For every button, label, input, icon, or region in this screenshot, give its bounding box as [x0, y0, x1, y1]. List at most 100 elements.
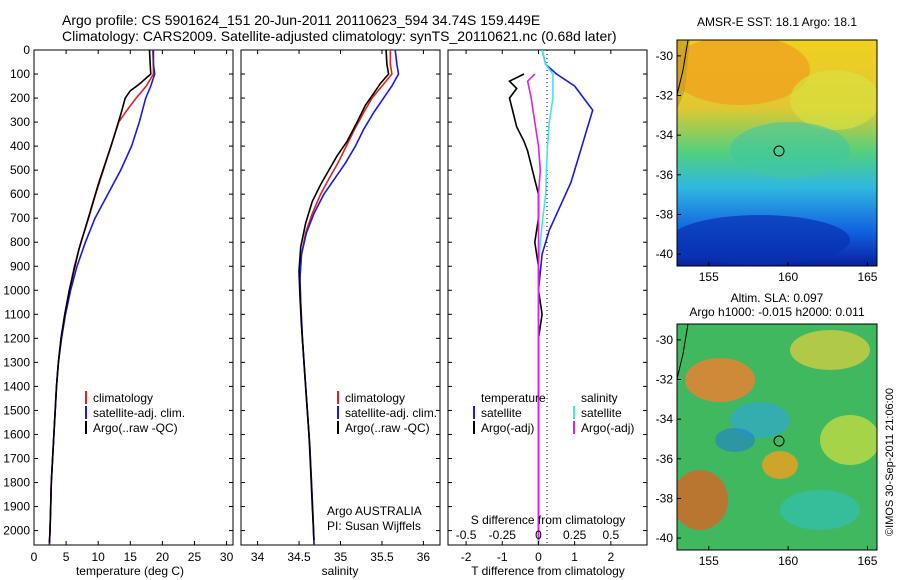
depth-tick-label: 1500 — [3, 403, 30, 417]
depth-tick-label: 800 — [10, 235, 30, 249]
depth-tick-label: 200 — [10, 91, 30, 105]
difference-panel — [447, 49, 648, 546]
legend-t-satellite: satellite — [481, 406, 522, 420]
lat-tick-label: -32 — [656, 373, 674, 387]
temperature-x-axis: 0 5 10 15 20 25 30 — [31, 50, 234, 564]
s-tick-label: -0.5 — [456, 528, 477, 542]
depth-tick-label: 500 — [10, 163, 30, 177]
lon-tick-label: 155 — [699, 554, 719, 568]
depth-tick-label: 1700 — [3, 451, 30, 465]
lat-tick-label: -30 — [656, 49, 674, 63]
lon-tick-label: 160 — [778, 554, 798, 568]
s-tick-label: -0.25 — [489, 528, 517, 542]
x-tick-label: -1 — [497, 550, 508, 564]
series-line-argo-raw-qc- — [298, 50, 390, 541]
temperature-legend: climatology satellite-adj. clim. Argo(..… — [85, 391, 185, 435]
lat-tick-label: -40 — [656, 531, 674, 545]
x-tick-label: 25 — [188, 550, 202, 564]
lat-tick-label: -36 — [656, 168, 674, 182]
depth-tick-label: 1300 — [3, 355, 30, 369]
depth-tick-label: 1000 — [3, 283, 30, 297]
lat-tick-label: -40 — [656, 247, 674, 261]
x-tick-label: 36 — [417, 550, 431, 564]
argo-position-marker — [773, 435, 785, 447]
x-tick-label: 0 — [535, 550, 542, 564]
x-tick-label: 20 — [156, 550, 170, 564]
lat-tick-label: -30 — [656, 333, 674, 347]
lat-tick-label: -34 — [656, 128, 674, 142]
temperature-panel — [33, 49, 234, 546]
x-tick-label: 10 — [92, 550, 106, 564]
x-tick-label: 5 — [63, 550, 70, 564]
legend-climatology: climatology — [93, 391, 153, 405]
legend-climatology: climatology — [345, 391, 405, 405]
x-tick-label: 34 — [251, 550, 265, 564]
legend-s-satellite: satellite — [581, 406, 622, 420]
lon-tick-label: 165 — [857, 270, 877, 284]
x-tick-label: 35 — [334, 550, 348, 564]
x-tick-label: 0 — [31, 550, 38, 564]
annotation-pi: PI: Susan Wijffels — [327, 519, 421, 533]
depth-tick-label: 2000 — [3, 524, 30, 538]
x-tick-label: -2 — [461, 550, 472, 564]
lon-tick-label: 165 — [857, 554, 877, 568]
lat-tick-label: -36 — [656, 452, 674, 466]
temperature-axis-label: temperature (deg C) — [76, 564, 184, 578]
sla-title-line1: Altim. SLA: 0.097 — [731, 291, 824, 305]
x-tick-label: 2 — [607, 550, 614, 564]
legend-temperature-heading: temperature — [481, 391, 546, 405]
legend-s-argo: Argo(-adj) — [581, 421, 634, 435]
depth-tick-label: 1600 — [3, 427, 30, 441]
series-line-salinity-argo-adj- — [526, 73, 542, 541]
lat-tick-label: -38 — [656, 491, 674, 505]
difference-legend: temperature satellite Argo(-adj) salinit… — [473, 391, 634, 435]
lon-tick-label: 155 — [699, 270, 719, 284]
difference-x-axis: -2 -1 0 1 2 -0.5 -0.25 0 0.25 0.5 — [456, 50, 619, 564]
lat-tick-label: -32 — [656, 89, 674, 103]
series-line-satellite — [537, 50, 594, 545]
x-tick-label: 1 — [571, 550, 578, 564]
series-line-salinity-satellite — [537, 50, 554, 545]
sla-title-line2: Argo h1000: -0.015 h2000: 0.011 — [689, 305, 865, 319]
legend-argo: Argo(..raw -QC) — [345, 421, 430, 435]
depth-tick-label: 1800 — [3, 476, 30, 490]
legend-satellite: satellite-adj. clim. — [345, 406, 437, 420]
depth-tick-label: 400 — [10, 139, 30, 153]
salinity-panel — [240, 49, 441, 546]
lat-tick-label: -34 — [656, 412, 674, 426]
depth-axis: 0 100 200 300 400 500 600 700 800 900 1000 1100 1200… — [3, 43, 647, 538]
series-line-argo-raw-qc- — [48, 50, 152, 543]
sst-map — [677, 40, 877, 266]
sla-map — [677, 324, 877, 550]
legend-salinity-heading: salinity — [581, 391, 618, 405]
depth-tick-label: 1400 — [3, 379, 30, 393]
depth-tick-label: 600 — [10, 187, 30, 201]
t-difference-axis-label: T difference from climatology — [471, 564, 625, 578]
series-line-argo-adj- — [508, 73, 543, 541]
depth-tick-label: 1200 — [3, 331, 30, 345]
temperature-series — [48, 50, 156, 545]
difference-series — [508, 50, 594, 545]
depth-tick-label: 100 — [10, 67, 30, 81]
x-tick-label: 35.5 — [370, 550, 394, 564]
sst-map-axes: 155 160 165 -30 -32 -34 -36 -38 -40 — [656, 49, 878, 284]
s-tick-label: 0.5 — [602, 528, 619, 542]
x-tick-label: 34.5 — [287, 550, 311, 564]
legend-argo: Argo(..raw -QC) — [93, 421, 178, 435]
sla-map-axes: 155 160 165 -30 -32 -34 -36 -38 -40 — [656, 333, 878, 568]
depth-tick-label: 300 — [10, 115, 30, 129]
climatology-title: Climatology: CARS2009. Satellite-adjuste… — [62, 28, 617, 44]
salinity-series — [298, 50, 400, 545]
depth-tick-label: 1100 — [4, 307, 30, 321]
x-tick-label: 30 — [220, 550, 234, 564]
legend-t-argo: Argo(-adj) — [481, 421, 534, 435]
s-tick-label: 0 — [535, 528, 542, 542]
annotation-argo-australia: Argo AUSTRALIA — [327, 504, 422, 518]
depth-tick-label: 700 — [10, 211, 30, 225]
salinity-axis-label: salinity — [322, 564, 359, 578]
legend-satellite: satellite-adj. clim. — [93, 406, 185, 420]
salinity-x-axis: 34 34.5 35 35.5 36 — [251, 50, 431, 564]
s-tick-label: 0.25 — [563, 528, 587, 542]
lon-tick-label: 160 — [778, 270, 798, 284]
